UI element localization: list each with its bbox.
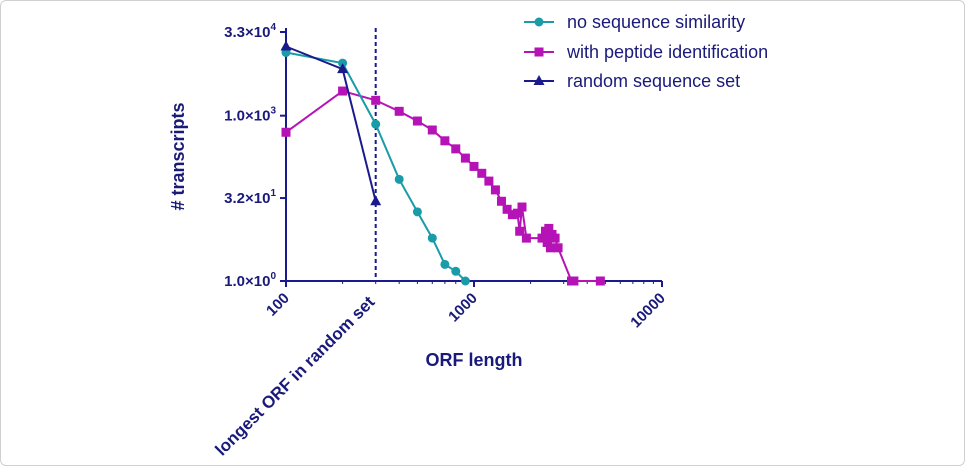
x-tick-label: 1000 bbox=[445, 290, 481, 326]
data-point bbox=[515, 226, 525, 236]
data-point bbox=[490, 185, 500, 195]
data-point bbox=[371, 119, 381, 129]
data-point bbox=[469, 161, 479, 171]
data-point bbox=[517, 202, 527, 212]
y-tick-label: 1.0×100 bbox=[224, 271, 276, 290]
legend-label: random sequence set bbox=[567, 71, 740, 91]
data-point bbox=[521, 233, 531, 243]
series-line bbox=[285, 45, 377, 202]
legend-marker bbox=[534, 17, 544, 27]
y-axis-label: # transcripts bbox=[168, 102, 188, 210]
legend-item: random sequence set bbox=[524, 71, 740, 91]
data-point bbox=[370, 195, 382, 206]
data-point bbox=[544, 223, 554, 233]
legend-item: with peptide identification bbox=[524, 42, 768, 62]
data-point bbox=[550, 233, 560, 243]
data-point bbox=[440, 259, 450, 269]
data-point bbox=[507, 210, 517, 220]
series-square bbox=[281, 86, 605, 286]
data-point bbox=[394, 174, 404, 184]
x-tick-label: 100 bbox=[263, 290, 293, 320]
legend-label: no sequence similarity bbox=[567, 12, 745, 32]
data-point bbox=[451, 144, 461, 154]
data-point bbox=[412, 116, 422, 126]
data-point bbox=[371, 95, 381, 105]
y-tick-label: 3.2×101 bbox=[224, 188, 276, 207]
data-point bbox=[280, 40, 292, 51]
legend-marker bbox=[533, 75, 545, 85]
data-point bbox=[427, 125, 437, 135]
legend-marker bbox=[534, 47, 544, 57]
data-point bbox=[460, 276, 470, 286]
data-point bbox=[537, 233, 547, 243]
data-point bbox=[451, 266, 461, 276]
data-point bbox=[337, 63, 349, 74]
series-line bbox=[285, 89, 601, 282]
data-point bbox=[496, 196, 506, 206]
data-point bbox=[553, 243, 563, 253]
y-tick-label: 3.3×104 bbox=[224, 22, 276, 41]
data-point bbox=[440, 136, 450, 146]
x-axis-label: ORF length bbox=[426, 350, 523, 370]
data-point bbox=[427, 233, 437, 243]
data-point bbox=[394, 106, 404, 116]
x-tick-label: 10000 bbox=[627, 290, 669, 332]
data-point bbox=[512, 208, 522, 218]
data-point bbox=[281, 127, 291, 137]
series-circle bbox=[281, 48, 470, 286]
legend-item: no sequence similarity bbox=[524, 12, 745, 32]
data-point bbox=[412, 207, 422, 217]
data-point bbox=[460, 153, 470, 163]
data-point bbox=[502, 204, 512, 214]
data-point bbox=[569, 276, 579, 286]
data-point bbox=[338, 58, 348, 68]
y-tick-label: 1.0×103 bbox=[224, 106, 276, 125]
reference-line-label: longest ORF in random set bbox=[211, 292, 378, 459]
legend-label: with peptide identification bbox=[566, 42, 768, 62]
data-point bbox=[545, 243, 555, 253]
data-point bbox=[542, 237, 552, 247]
series-triangle bbox=[280, 40, 382, 206]
data-point bbox=[477, 168, 487, 178]
data-point bbox=[338, 86, 348, 96]
data-point bbox=[484, 176, 494, 186]
data-point bbox=[595, 276, 605, 286]
